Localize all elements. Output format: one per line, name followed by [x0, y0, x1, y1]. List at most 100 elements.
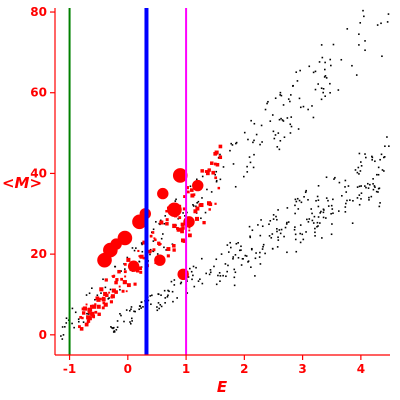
black-data-point	[280, 228, 283, 231]
black-data-point	[299, 69, 301, 72]
black-data-point	[315, 199, 317, 202]
black-data-point	[381, 55, 383, 58]
black-data-point	[164, 215, 167, 217]
black-data-point	[248, 225, 251, 228]
black-data-point	[226, 244, 229, 246]
x-axis-label: E	[217, 378, 228, 396]
black-data-point	[299, 224, 302, 226]
black-data-point	[268, 235, 271, 237]
black-data-point	[324, 95, 326, 98]
red-data-point	[120, 277, 124, 281]
black-data-point	[296, 80, 299, 82]
black-data-point	[201, 197, 203, 199]
black-data-point	[269, 120, 272, 122]
black-data-point	[141, 250, 144, 253]
black-data-point	[251, 229, 254, 232]
red-data-point	[95, 296, 100, 301]
black-data-point	[134, 310, 136, 313]
black-data-point	[279, 91, 282, 94]
red-data-point	[85, 303, 88, 306]
black-data-point	[319, 222, 321, 224]
black-data-point	[317, 185, 320, 187]
black-data-point	[311, 105, 313, 107]
black-data-point	[157, 302, 160, 304]
black-data-point	[364, 49, 366, 52]
red-data-point	[103, 291, 108, 296]
black-data-point	[186, 292, 189, 294]
red-data-point	[182, 207, 186, 211]
black-data-point	[317, 199, 320, 202]
red-data-point	[139, 256, 142, 258]
black-data-point	[377, 187, 380, 190]
black-data-point	[130, 306, 133, 308]
red-data-point	[166, 254, 170, 258]
black-data-point	[179, 282, 182, 285]
black-data-point	[293, 228, 296, 231]
red-data-point	[110, 294, 115, 299]
black-data-point	[384, 145, 386, 148]
black-data-point	[205, 272, 207, 275]
black-data-point	[261, 141, 263, 143]
black-data-point	[349, 199, 351, 201]
red-data-point	[211, 170, 216, 175]
black-data-point	[100, 292, 102, 294]
black-data-point	[175, 198, 177, 201]
red-data-point	[151, 231, 155, 234]
black-data-point	[260, 124, 263, 127]
black-data-point	[141, 243, 143, 246]
black-data-point	[245, 255, 248, 257]
y-axis-label: <M>	[2, 174, 42, 192]
black-data-point	[234, 185, 237, 188]
black-data-point	[174, 200, 177, 202]
black-data-point	[319, 212, 321, 214]
black-data-point	[371, 155, 373, 158]
black-data-point	[284, 226, 287, 229]
black-data-point	[344, 206, 347, 208]
black-data-point	[282, 120, 285, 122]
black-data-point	[88, 292, 91, 295]
black-data-point	[213, 265, 215, 268]
black-data-point	[180, 281, 183, 284]
black-data-point	[242, 258, 244, 260]
black-data-point	[217, 274, 219, 277]
black-data-point	[327, 199, 329, 202]
black-data-point	[298, 199, 301, 202]
black-data-point	[112, 326, 115, 329]
red-data-point	[86, 319, 91, 323]
red-data-point	[177, 227, 182, 232]
black-data-point	[237, 256, 240, 259]
red-data-point	[181, 226, 185, 230]
black-data-point	[280, 117, 282, 120]
black-data-point	[152, 228, 155, 231]
black-data-point	[249, 236, 252, 239]
black-data-point	[264, 252, 266, 255]
black-data-point	[271, 247, 274, 250]
black-data-point	[377, 166, 380, 169]
red-data-point	[182, 239, 187, 243]
red-data-point	[218, 144, 223, 149]
black-data-point	[364, 153, 366, 155]
red-data-point	[96, 304, 101, 309]
black-data-point	[116, 326, 119, 329]
black-data-point	[192, 274, 194, 277]
black-data-point	[102, 278, 104, 281]
red-large-data-point	[154, 254, 166, 266]
black-data-point	[135, 247, 137, 249]
black-data-point	[227, 264, 229, 267]
red-large-data-point	[167, 202, 182, 218]
black-data-point	[294, 238, 297, 241]
red-data-point	[137, 249, 140, 253]
red-data-point	[87, 311, 91, 314]
black-data-point	[187, 276, 190, 278]
red-large-data-point	[172, 168, 188, 183]
black-data-point	[249, 235, 251, 238]
black-data-point	[197, 280, 200, 282]
black-data-point	[262, 245, 264, 248]
black-data-point	[316, 195, 319, 198]
black-data-point	[346, 28, 349, 30]
red-data-point	[186, 190, 190, 194]
black-data-point	[289, 132, 292, 134]
red-data-point	[153, 237, 156, 240]
black-data-point	[126, 256, 129, 259]
